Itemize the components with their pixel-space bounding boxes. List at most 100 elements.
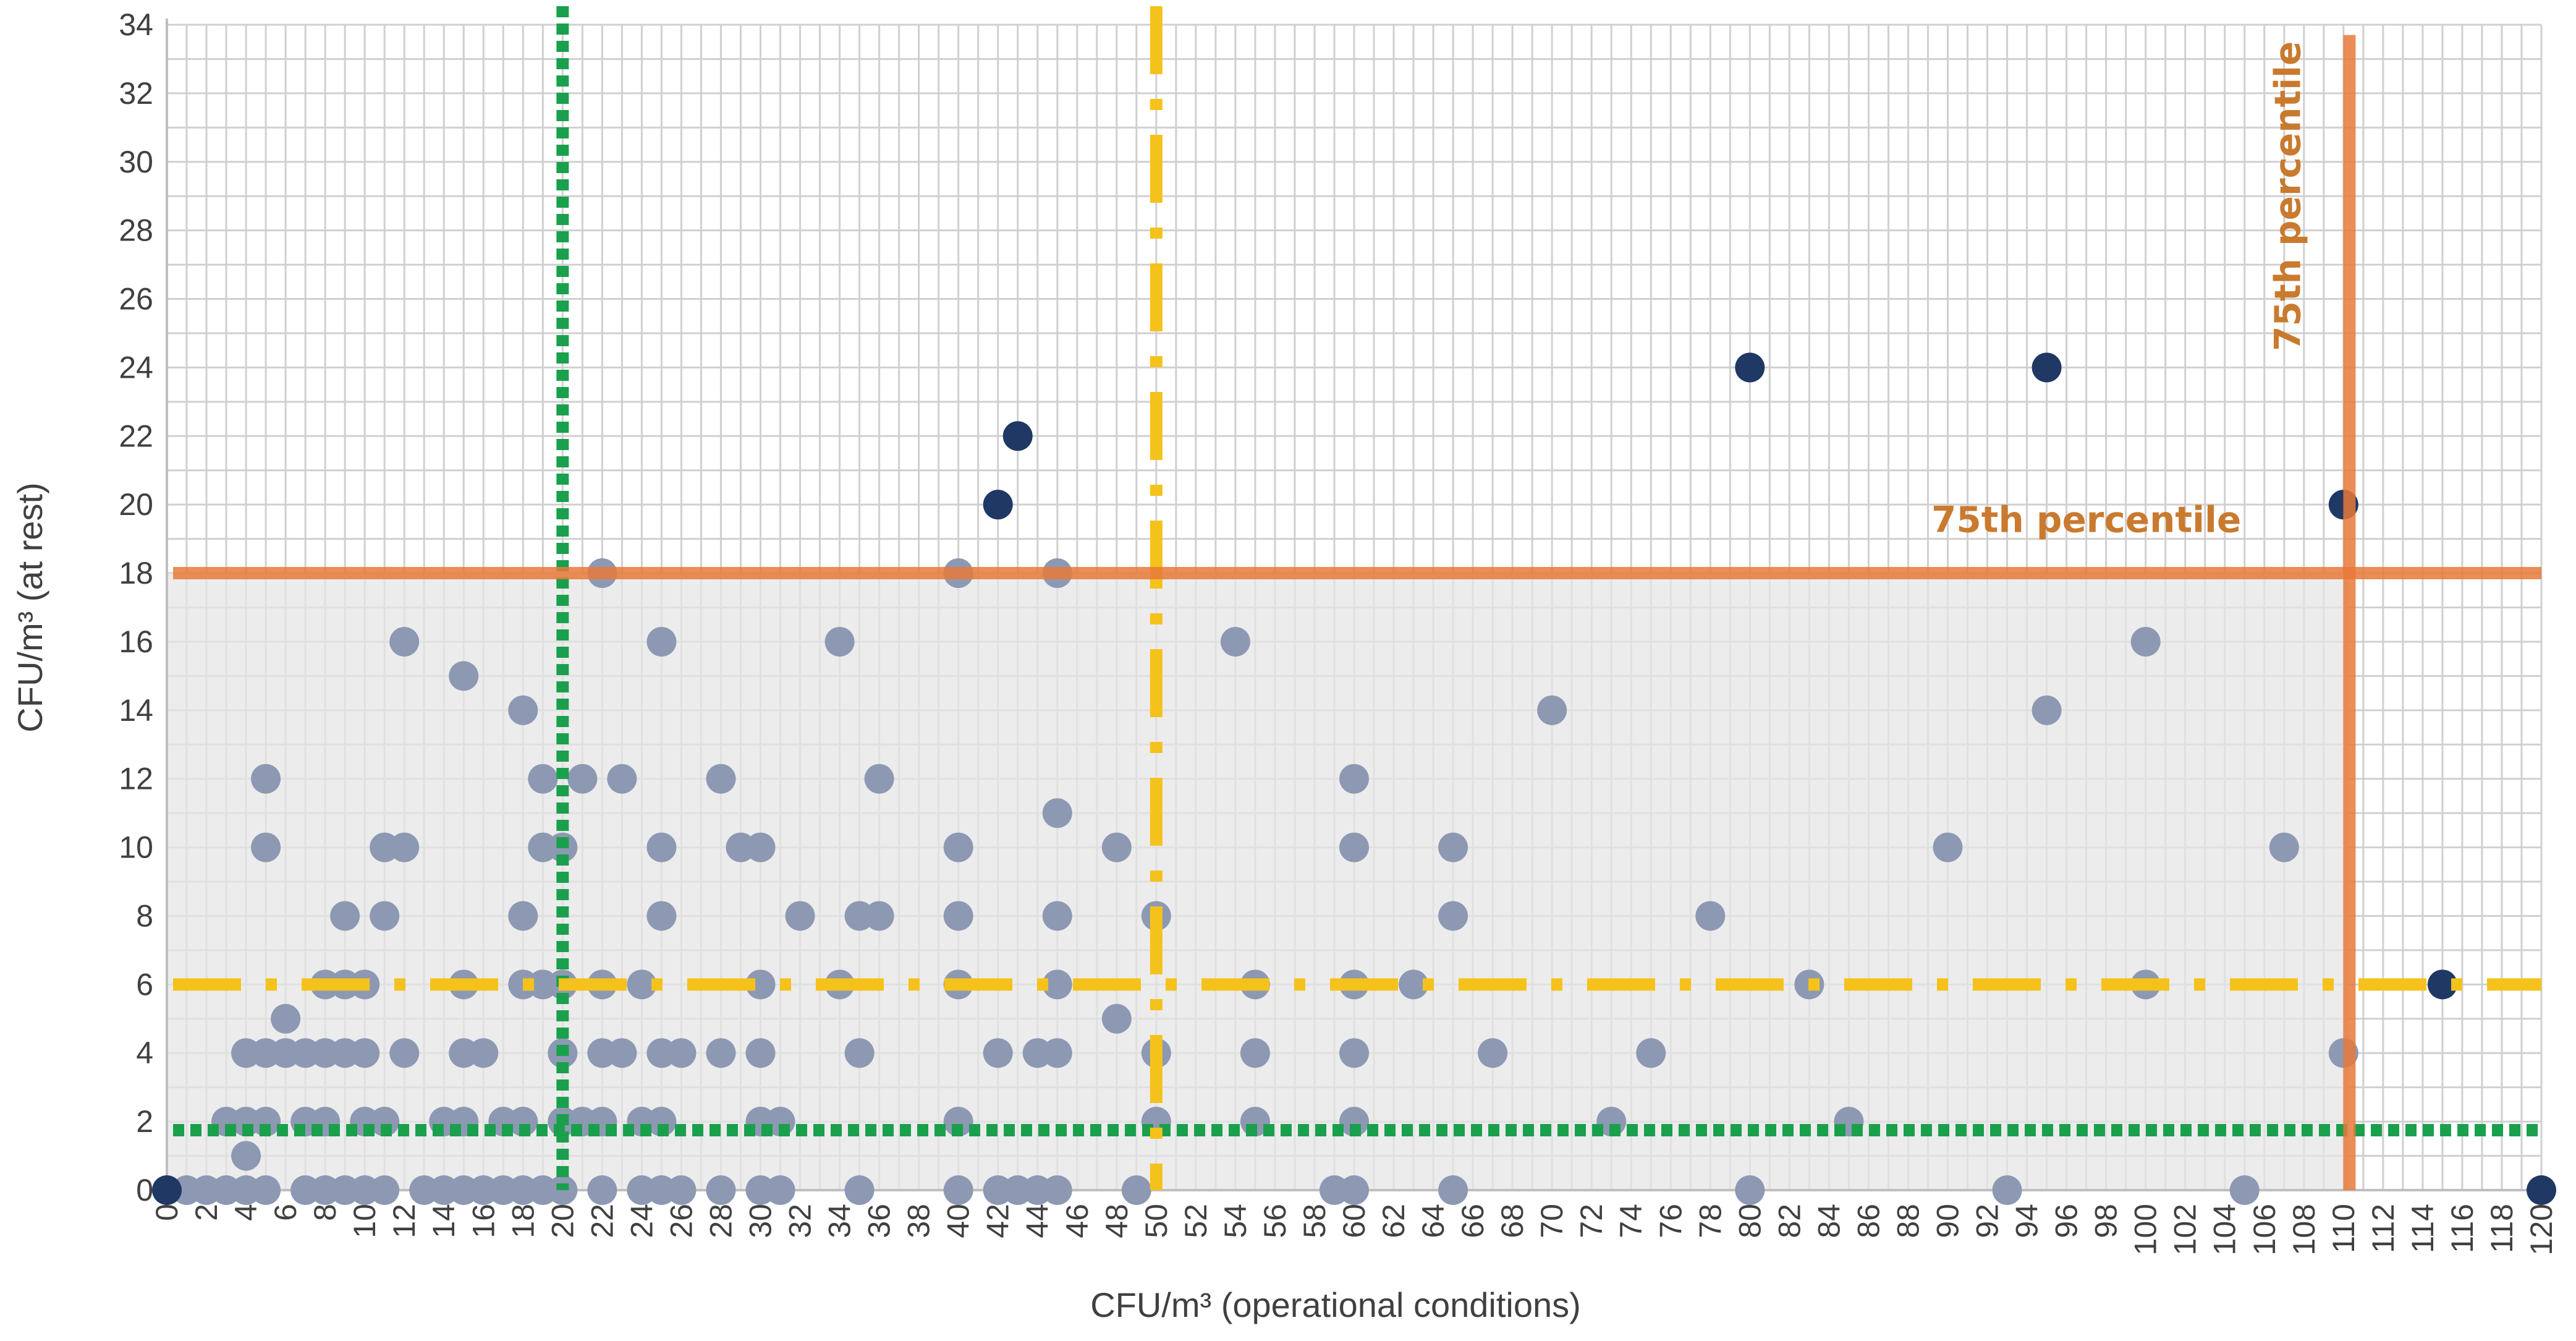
x-tick-label: 84: [1811, 1204, 1846, 1238]
y-tick-label: 30: [119, 145, 153, 179]
data-point: [468, 1038, 499, 1068]
data-point-outlier: [2527, 1175, 2556, 1205]
x-tick-label: 2: [189, 1204, 224, 1221]
data-point: [1042, 901, 1072, 931]
x-tick-label: 96: [2049, 1204, 2084, 1238]
data-point: [2130, 626, 2161, 657]
x-tick-label: 22: [585, 1204, 619, 1238]
x-tick-label: 92: [1970, 1204, 2005, 1238]
data-point: [607, 1038, 637, 1068]
data-point: [745, 832, 776, 862]
x-tick-label: 114: [2405, 1204, 2440, 1253]
y-tick-label: 8: [136, 898, 153, 933]
data-point: [271, 1003, 301, 1034]
data-point: [1695, 901, 1726, 931]
data-point: [350, 1038, 380, 1068]
x-tick-label: 78: [1693, 1204, 1727, 1238]
data-point: [864, 901, 894, 931]
x-tick-label: 54: [1218, 1204, 1253, 1238]
data-point: [983, 1038, 1013, 1068]
x-tick-label: 8: [308, 1204, 342, 1221]
data-point: [745, 1038, 776, 1068]
x-tick-label: 118: [2485, 1204, 2519, 1253]
y-tick-label: 14: [119, 693, 153, 728]
x-tick-label: 32: [783, 1204, 818, 1238]
data-point: [251, 1175, 281, 1205]
x-tick-label: 86: [1851, 1204, 1886, 1238]
x-tick-label: 72: [1574, 1204, 1609, 1238]
data-point: [449, 661, 479, 691]
data-point: [231, 1141, 261, 1171]
x-tick-label: 18: [506, 1204, 540, 1238]
data-point: [943, 1175, 973, 1205]
x-tick-label: 82: [1772, 1204, 1807, 1238]
reference-lines: [173, 6, 2541, 1190]
data-point: [1101, 832, 1132, 862]
data-point: [2269, 832, 2299, 862]
x-tick-label: 94: [2010, 1204, 2044, 1238]
shaded-region-group: [167, 573, 2350, 1190]
x-tick-label: 38: [902, 1204, 936, 1238]
data-point: [646, 626, 677, 657]
x-tick-label: 68: [1495, 1204, 1530, 1238]
x-tick-label: 120: [2524, 1204, 2559, 1255]
data-point: [1121, 1175, 1151, 1205]
x-tick-label: 20: [545, 1204, 580, 1238]
data-point-outlier: [1002, 421, 1033, 451]
data-point: [943, 832, 973, 862]
data-point: [1339, 764, 1369, 794]
data-point: [646, 1107, 677, 1137]
data-point: [508, 901, 538, 931]
data-point: [706, 1038, 736, 1068]
data-point-outlier: [1735, 352, 1765, 383]
x-tick-label: 30: [744, 1204, 778, 1238]
x-tick-label: 34: [823, 1204, 857, 1238]
data-point: [508, 1107, 538, 1137]
data-point: [1537, 695, 1567, 725]
x-tick-label: 116: [2445, 1204, 2480, 1253]
x-tick-label: 80: [1732, 1204, 1767, 1238]
data-point-outlier: [983, 490, 1013, 520]
x-tick-label: 12: [387, 1204, 422, 1238]
x-tick-label: 44: [1020, 1204, 1055, 1238]
data-point: [607, 764, 637, 794]
data-point: [943, 1107, 973, 1137]
data-point: [370, 1107, 400, 1137]
data-point: [666, 1175, 697, 1205]
data-point: [1438, 1175, 1468, 1205]
x-tick-label: 0: [150, 1204, 184, 1221]
data-point: [1101, 1003, 1132, 1034]
data-point-outlier: [2032, 352, 2062, 383]
y-tick-label: 18: [119, 556, 153, 590]
x-tick-label: 60: [1337, 1204, 1371, 1238]
x-tick-label: 106: [2247, 1204, 2282, 1255]
y-tick-label: 24: [119, 350, 153, 385]
data-point-outlier: [2427, 969, 2457, 1000]
data-point-outlier: [152, 1175, 182, 1205]
data-point: [508, 695, 538, 725]
data-point: [706, 764, 736, 794]
data-point: [251, 832, 281, 862]
data-point: [1636, 1038, 1666, 1068]
x-tick-label: 4: [229, 1204, 263, 1221]
y-tick-label: 10: [119, 830, 153, 865]
data-point: [666, 1038, 697, 1068]
x-tick-label: 14: [426, 1204, 461, 1238]
data-point: [1042, 1175, 1072, 1205]
data-point: [2032, 695, 2062, 725]
data-point: [1339, 1107, 1369, 1137]
data-point: [389, 832, 420, 862]
data-point: [844, 1175, 875, 1205]
data-point: [370, 1175, 400, 1205]
y-tick-label: 28: [119, 213, 153, 248]
y-tick-label: 26: [119, 282, 153, 317]
y-tick-label: 12: [119, 762, 153, 796]
data-point: [1735, 1175, 1765, 1205]
data-point: [587, 1175, 617, 1205]
x-tick-label: 36: [862, 1204, 897, 1238]
data-point: [330, 901, 360, 931]
data-point: [1240, 1038, 1270, 1068]
y-tick-label: 0: [136, 1173, 153, 1207]
data-point: [785, 901, 815, 931]
